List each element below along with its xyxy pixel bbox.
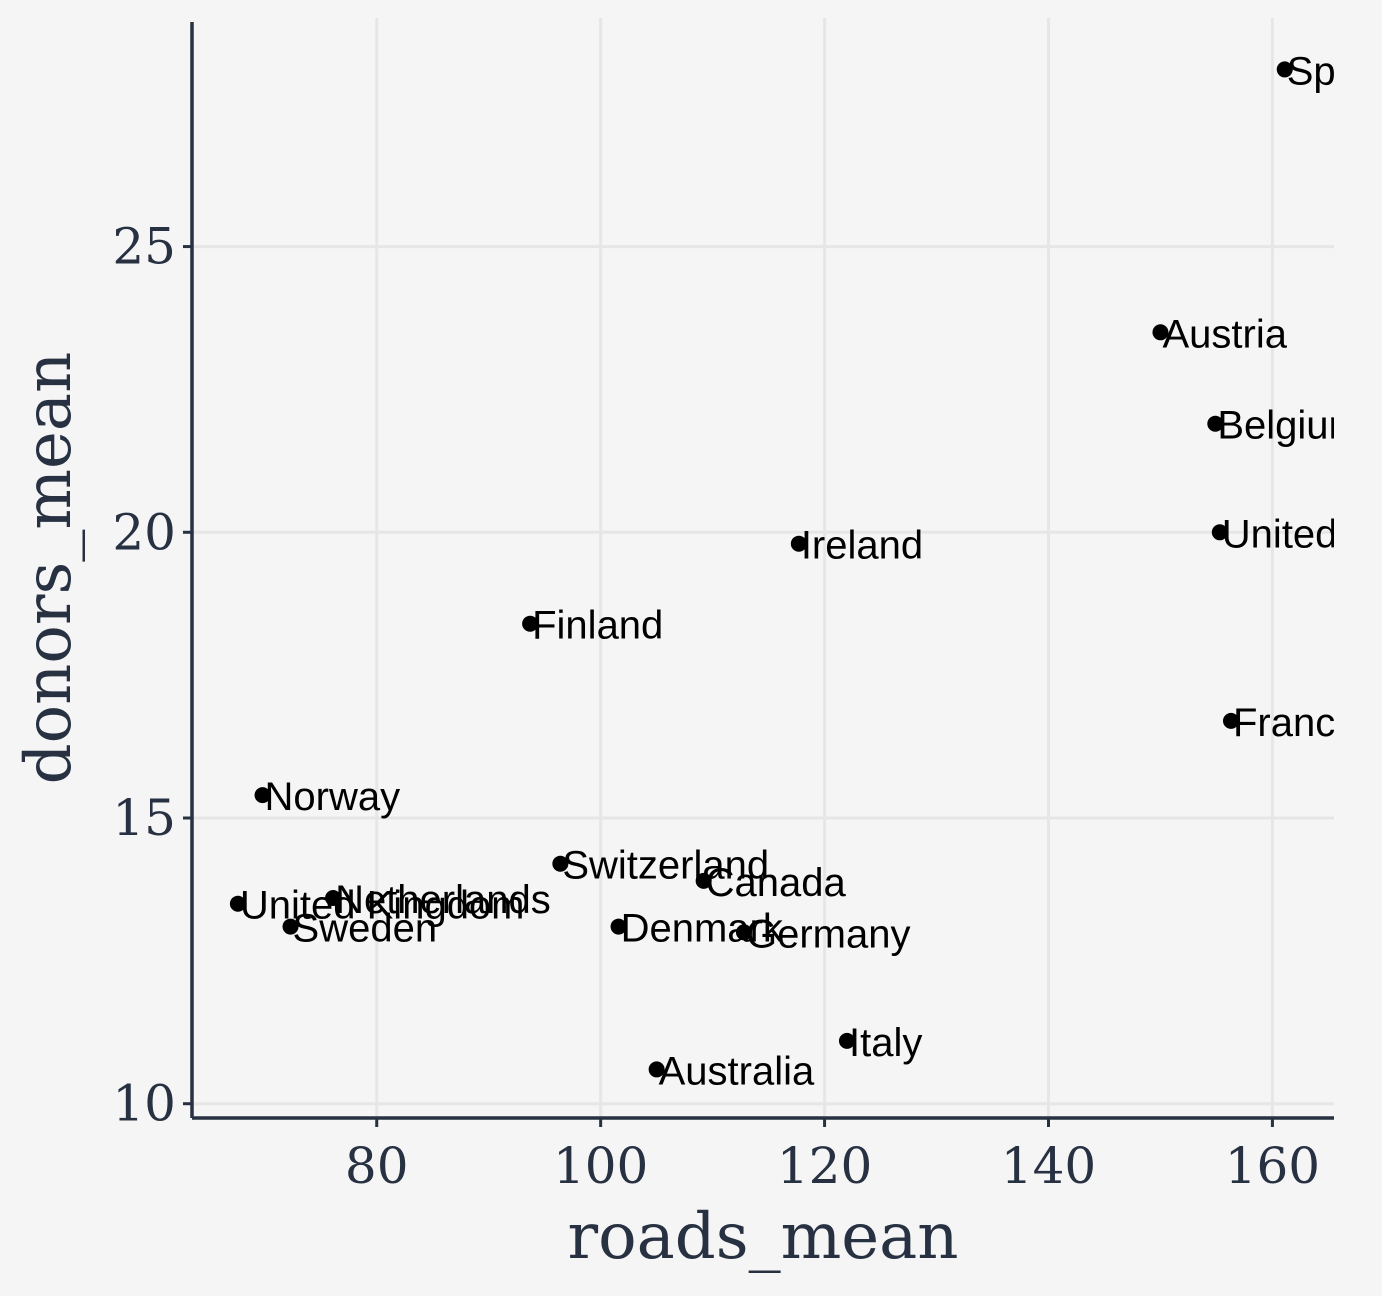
y-tick-label: 20 — [112, 503, 176, 561]
data-point — [282, 918, 299, 935]
x-tick-label: 120 — [777, 1137, 872, 1195]
data-point — [695, 872, 712, 889]
x-tick-label: 140 — [1001, 1137, 1096, 1195]
x-axis-title: roads_mean — [567, 1200, 958, 1274]
point-label: Finland — [532, 604, 663, 648]
y-tick-label: 10 — [112, 1075, 176, 1133]
point-label: Sweden — [293, 907, 438, 951]
point-label: Belgium — [1217, 404, 1362, 448]
grid — [192, 18, 1334, 1118]
data-point — [838, 1032, 855, 1049]
axes — [190, 22, 1334, 1120]
data-point — [648, 1061, 665, 1078]
point-label: Ireland — [801, 524, 923, 568]
point-label: France — [1233, 701, 1358, 745]
ticks: 80 100 120 140 160 10 15 20 25 — [112, 218, 1320, 1195]
y-tick-label: 15 — [112, 789, 176, 847]
data-point — [1211, 524, 1228, 541]
point-label: Canada — [706, 861, 847, 905]
point-label: Norway — [265, 775, 401, 819]
data-point — [1207, 415, 1224, 432]
data-point — [1276, 61, 1293, 78]
data-point — [1152, 324, 1169, 341]
points: Spain Austria Belgium United States Ireland F… — [229, 49, 1382, 1093]
point-label: Austria — [1162, 312, 1287, 356]
y-tick-label: 25 — [112, 218, 176, 276]
x-tick-label: 160 — [1225, 1137, 1320, 1195]
data-point — [552, 855, 569, 872]
data-point — [610, 918, 627, 935]
y-axis-title: donors_mean — [12, 352, 86, 785]
data-point — [229, 895, 246, 912]
point-label: Italy — [849, 1021, 922, 1065]
point-label: United States — [1222, 512, 1382, 556]
x-tick-label: 100 — [553, 1137, 648, 1195]
data-point — [1222, 712, 1239, 729]
x-tick-label: 80 — [345, 1137, 409, 1195]
data-point — [325, 890, 342, 906]
point-label: Denmark — [621, 907, 784, 951]
data-point — [790, 535, 807, 552]
data-point — [735, 924, 752, 941]
data-point — [254, 787, 271, 804]
data-point — [522, 615, 539, 632]
point-label: Australia — [659, 1049, 815, 1093]
point-label: Germany — [746, 912, 911, 956]
point-label: Switzerland — [562, 844, 769, 888]
point-label: Netherlands — [335, 878, 551, 922]
point-label: Spain — [1287, 49, 1382, 93]
